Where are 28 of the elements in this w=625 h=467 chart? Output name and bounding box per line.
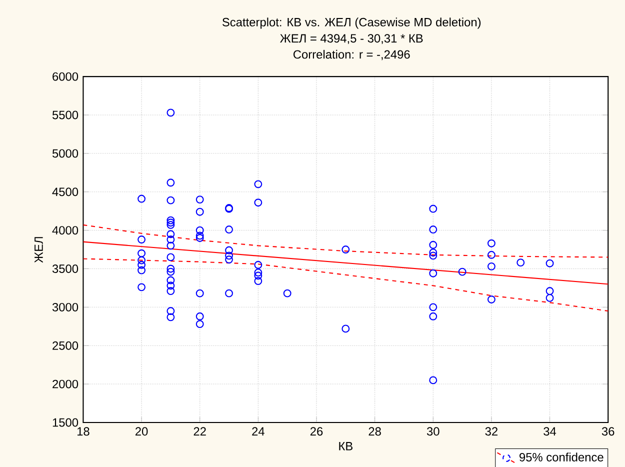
y-tick-label: 6000 [52, 72, 78, 81]
x-tick-label: 28 [368, 427, 381, 436]
y-tick-label: 5000 [52, 149, 78, 158]
x-tick-label: 20 [136, 427, 148, 436]
chart-subtitle: ЖЕЛ = 4394,5 - 30,31 * КВ [280, 34, 423, 44]
x-tick-label: 22 [194, 427, 206, 436]
y-tick-label: 5500 [52, 110, 78, 120]
x-tick-label: 32 [485, 427, 498, 436]
x-tick-label: 26 [310, 427, 323, 436]
y-tick-label: 4500 [52, 188, 78, 196]
x-tick-label: 34 [544, 427, 556, 436]
x-tick-label: 18 [77, 427, 90, 436]
y-axis-title: ЖЕЛ [34, 236, 43, 263]
x-tick-label: 24 [252, 427, 264, 436]
y-tick-label: 4000 [52, 226, 78, 234]
x-tick-label: 30 [426, 427, 440, 436]
x-tick-label: 36 [602, 427, 614, 436]
y-tick-label: 2500 [52, 341, 78, 350]
y-tick-label: 3500 [52, 264, 78, 273]
text: Correlation: r = -,2496 [293, 50, 410, 60]
y-tick-label: 1500 [52, 418, 78, 427]
y-tick-label: 2000 [52, 380, 78, 388]
line-series [83, 258, 608, 312]
x-axis-title: КВ [339, 442, 352, 450]
legend-label: 95% confidence [520, 452, 604, 462]
y-tick-label: 3000 [52, 302, 78, 312]
chart-title: Scatterplot: КВ vs. ЖЕЛ (Casewise MD deletion) [222, 18, 481, 29]
line-series [83, 224, 608, 258]
